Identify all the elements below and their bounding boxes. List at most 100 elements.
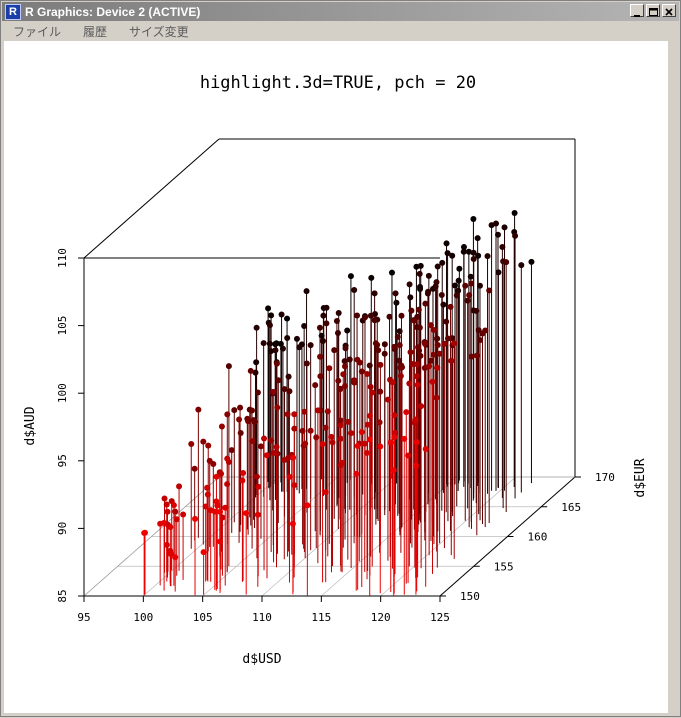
data-point [462, 282, 469, 289]
y-axis-label: d$EUR [633, 458, 648, 497]
data-point [335, 377, 342, 384]
data-point [403, 409, 410, 416]
maximize-button[interactable] [646, 4, 660, 17]
data-point [413, 361, 420, 368]
data-point [285, 373, 292, 380]
data-point [422, 446, 429, 453]
data-point [434, 335, 441, 342]
data-point [253, 324, 260, 331]
data-point [388, 269, 395, 276]
data-point [218, 470, 225, 477]
data-point [274, 404, 281, 411]
data-point [394, 334, 401, 341]
data-point [391, 412, 398, 419]
r-app-icon: R [5, 3, 21, 20]
data-point [341, 358, 348, 365]
chart-title: highlight.3d=TRUE, pch = 20 [200, 73, 476, 93]
data-point [341, 363, 348, 370]
z-tick-label: 85 [56, 589, 69, 602]
data-point [367, 383, 374, 390]
data-point [219, 514, 226, 521]
y-tick-label: 170 [595, 471, 615, 484]
data-point [346, 356, 353, 363]
data-point [337, 417, 344, 424]
data-point [406, 281, 413, 288]
data-point [291, 482, 298, 489]
data-point [484, 253, 491, 260]
data-point [444, 250, 451, 257]
data-point [371, 290, 378, 297]
data-point [303, 360, 310, 367]
data-point [449, 252, 456, 259]
data-point [408, 307, 415, 314]
scatter3d-plot: highlight.3d=TRUE, pch = 20 95 100 105 110 1… [23, 73, 648, 667]
menu-file[interactable]: ファイル [13, 24, 62, 39]
data-point [452, 282, 459, 289]
data-point [247, 367, 254, 374]
data-point [192, 515, 199, 522]
data-point [434, 364, 441, 371]
data-point [366, 412, 373, 419]
window-title: R Graphics: Device 2 (ACTIVE) [25, 4, 201, 19]
data-point [278, 311, 285, 318]
data-point [200, 549, 207, 556]
data-point [272, 341, 279, 348]
axis-ticks: 95 100 105 110 115 120 125 150 155 160 165 170 85 90 9… [56, 248, 615, 624]
data-point [528, 258, 535, 265]
data-point [482, 327, 489, 334]
data-point [415, 306, 422, 313]
data-point [390, 467, 397, 474]
data-point [319, 338, 326, 345]
minimize-icon [634, 15, 640, 17]
data-point [468, 353, 475, 360]
x-tick-label: 105 [193, 611, 213, 624]
minimize-button[interactable] [630, 4, 644, 17]
data-point [275, 377, 282, 384]
data-point [468, 280, 475, 287]
data-point [386, 313, 393, 320]
close-button[interactable] [662, 4, 676, 17]
data-point [222, 504, 229, 511]
data-point [322, 424, 329, 431]
data-point [172, 508, 179, 515]
data-point [333, 317, 340, 324]
data-point [218, 423, 225, 430]
data-point [375, 347, 382, 354]
menu-history[interactable]: 履歴 [83, 24, 108, 39]
data-point [224, 411, 231, 418]
data-point [381, 350, 388, 357]
title-bar[interactable]: R R Graphics: Device 2 (ACTIVE) [2, 2, 679, 21]
data-point [495, 269, 502, 276]
data-points [141, 209, 535, 596]
data-point [307, 427, 314, 434]
data-point [334, 329, 341, 336]
data-point [389, 379, 396, 386]
data-point [512, 232, 519, 239]
data-point [173, 516, 180, 523]
data-point [369, 389, 376, 396]
data-point [213, 473, 220, 480]
data-point [180, 511, 187, 518]
data-point [141, 529, 148, 536]
data-point [356, 359, 363, 366]
z-tick-label: 100 [56, 383, 69, 403]
data-point [425, 272, 432, 279]
data-point [417, 262, 424, 269]
z-axis-label: d$AUD [23, 406, 38, 445]
data-point [470, 249, 477, 256]
data-point [249, 407, 256, 414]
data-point [161, 495, 168, 502]
data-point [257, 443, 264, 450]
data-point [493, 220, 500, 227]
menu-resize[interactable]: サイズ変更 [129, 24, 189, 39]
data-point [273, 360, 280, 367]
data-point [511, 209, 518, 216]
data-point [284, 315, 291, 322]
data-point [416, 324, 423, 331]
data-point [354, 312, 361, 319]
menu-bar: ファイル 履歴 サイズ変更 [2, 22, 679, 40]
data-point [353, 470, 360, 477]
data-point [474, 235, 481, 242]
data-point [273, 444, 280, 451]
data-point [268, 437, 275, 444]
